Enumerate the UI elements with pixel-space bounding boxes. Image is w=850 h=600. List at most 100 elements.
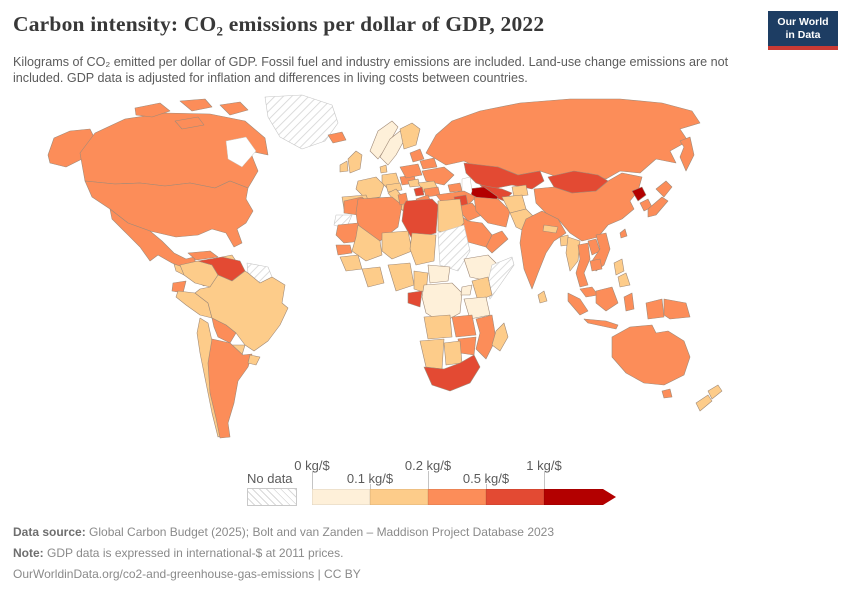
owid-logo[interactable]: Our World in Data — [768, 11, 838, 51]
country-caucasus[interactable] — [447, 182, 463, 193]
country-ukraine[interactable] — [421, 166, 455, 186]
country-norway[interactable] — [369, 120, 399, 160]
country-greenland[interactable] — [264, 94, 339, 150]
country-baltics[interactable] — [409, 148, 425, 163]
note-text: GDP data is expressed in international-$… — [43, 546, 344, 560]
country-uganda[interactable] — [460, 284, 473, 296]
legend-swatch-0-0.1[interactable] — [312, 489, 370, 505]
country-guinea-region[interactable] — [339, 254, 363, 272]
country-kyrgyzstan-tajikistan[interactable] — [511, 184, 529, 198]
country-angola[interactable] — [423, 314, 453, 340]
legend-swatch-1-plus[interactable] — [544, 489, 616, 505]
country-sri-lanka[interactable] — [537, 290, 548, 304]
note-line: Note: GDP data is expressed in internati… — [13, 543, 554, 564]
owid-logo-line1: Our World — [777, 16, 829, 28]
country-kenya[interactable] — [471, 276, 493, 302]
legend-color-bar: 0 kg/$ 0.1 kg/$ 0.2 kg/$ 0.5 kg/$ 1 kg/$ — [294, 458, 632, 508]
country-mozambique[interactable] — [475, 314, 497, 360]
legend-swatch-0.1-0.2[interactable] — [370, 489, 428, 505]
country-taiwan[interactable] — [619, 228, 628, 239]
country-indonesia-java[interactable] — [583, 318, 619, 330]
country-poland[interactable] — [399, 163, 423, 179]
country-mongolia[interactable] — [547, 170, 609, 194]
country-kazakhstan[interactable] — [463, 162, 545, 190]
country-botswana[interactable] — [443, 340, 463, 366]
chart-footer: Data source: Global Carbon Budget (2025)… — [13, 522, 554, 585]
country-cote-divoire-ghana[interactable] — [361, 266, 385, 288]
country-new-zealand-south[interactable] — [695, 394, 713, 412]
country-sudan[interactable] — [437, 224, 471, 272]
country-iran[interactable] — [473, 196, 511, 228]
country-argentina[interactable] — [207, 338, 253, 439]
url-line[interactable]: OurWorldinData.org/co2-and-greenhouse-ga… — [13, 567, 361, 581]
legend-tick-1 — [544, 471, 545, 489]
country-philippines-north[interactable] — [613, 258, 625, 276]
legend-tick-label-0-2: 0.2 kg/$ — [404, 458, 452, 473]
country-united-kingdom[interactable] — [347, 150, 363, 174]
country-serbia[interactable] — [413, 186, 425, 197]
legend-tick-label-0-1: 0.1 kg/$ — [346, 471, 394, 486]
country-canada-arctic-1[interactable] — [134, 102, 171, 118]
legend-tick-0-1 — [370, 484, 371, 489]
country-canada-arctic-3[interactable] — [219, 101, 249, 116]
country-brazil[interactable] — [194, 270, 289, 352]
country-iceland[interactable] — [327, 131, 347, 144]
country-united-states[interactable] — [84, 180, 254, 248]
country-japan-south[interactable] — [647, 196, 669, 218]
data-source-line: Data source: Global Carbon Budget (2025)… — [13, 522, 554, 543]
country-tanzania[interactable] — [463, 296, 491, 320]
country-indonesia-sumatra[interactable] — [567, 292, 589, 316]
note-label: Note: — [13, 546, 44, 560]
country-madagascar[interactable] — [491, 322, 509, 352]
country-papua-new-guinea[interactable] — [663, 298, 691, 320]
country-central-african-republic[interactable] — [427, 264, 451, 284]
world-map — [47, 94, 723, 439]
country-france[interactable] — [355, 176, 385, 200]
country-canada-arctic-2[interactable] — [179, 98, 213, 112]
country-yemen-oman[interactable] — [485, 230, 509, 254]
country-north-korea[interactable] — [631, 186, 647, 202]
country-indonesia-sulawesi[interactable] — [623, 292, 635, 312]
country-philippines-south[interactable] — [617, 272, 631, 288]
country-uruguay[interactable] — [247, 354, 261, 366]
country-cambodia[interactable] — [589, 258, 603, 272]
legend-no-data-swatch[interactable] — [247, 488, 297, 506]
country-nigeria[interactable] — [387, 262, 415, 292]
legend-tick-label-1: 1 kg/$ — [526, 458, 562, 473]
country-dr-congo[interactable] — [421, 282, 463, 324]
country-niger[interactable] — [381, 230, 413, 260]
country-finland[interactable] — [399, 122, 421, 150]
country-nepal[interactable] — [542, 224, 559, 234]
country-mali[interactable] — [351, 224, 383, 262]
country-japan-north[interactable] — [655, 180, 673, 198]
country-senegal[interactable] — [335, 244, 353, 256]
country-australia-tasmania[interactable] — [661, 388, 673, 399]
country-belarus[interactable] — [419, 157, 438, 170]
legend-swatch-0.2-0.5[interactable] — [428, 489, 486, 505]
country-canada-arctic-4[interactable] — [174, 116, 205, 130]
hudson-bay — [225, 136, 257, 168]
country-cuba[interactable] — [187, 250, 219, 261]
chart-subtitle: Kilograms of CO₂ emitted per dollar of G… — [13, 55, 729, 86]
country-namibia[interactable] — [419, 338, 445, 370]
country-new-zealand-north[interactable] — [707, 384, 723, 400]
country-indonesia-papua[interactable] — [645, 298, 665, 320]
country-zambia[interactable] — [451, 314, 477, 338]
legend-tick-label-0: 0 kg/$ — [294, 458, 330, 473]
country-indonesia-borneo[interactable] — [595, 286, 619, 312]
country-australia[interactable] — [611, 324, 691, 386]
legend-swatch-0.5-1[interactable] — [486, 489, 544, 505]
country-denmark[interactable] — [379, 164, 388, 174]
country-south-africa[interactable] — [423, 354, 481, 392]
country-russia-kamchatka[interactable] — [679, 136, 695, 172]
country-switzerland-austria[interactable] — [385, 182, 403, 193]
country-malaysia[interactable] — [579, 286, 599, 298]
data-source-text: Global Carbon Budget (2025); Bolt and va… — [85, 525, 555, 539]
country-chad[interactable] — [409, 232, 437, 266]
country-india[interactable] — [519, 210, 567, 290]
country-myanmar[interactable] — [565, 236, 581, 272]
country-ireland[interactable] — [339, 160, 349, 173]
country-thailand[interactable] — [575, 242, 591, 288]
country-gabon[interactable] — [407, 290, 423, 308]
